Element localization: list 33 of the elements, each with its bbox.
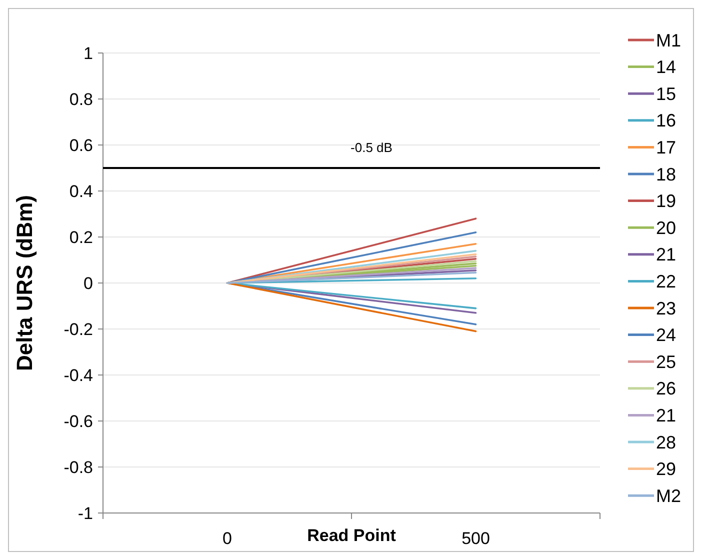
y-tick-label: -0.6 <box>64 412 93 431</box>
legend-label: 21 <box>656 406 676 426</box>
y-tick-label: -0.4 <box>64 366 93 385</box>
legend-label: 24 <box>656 325 676 346</box>
y-axis-title: Delta URS (dBm) <box>12 194 37 372</box>
y-tick-label: 0.4 <box>69 182 93 201</box>
legend-label: 22 <box>656 272 676 292</box>
legend-label: 17 <box>656 138 676 158</box>
y-tick-label: 0.8 <box>69 90 93 109</box>
legend-label: 18 <box>656 164 676 184</box>
legend-label: 14 <box>656 57 676 78</box>
y-tick-label: 0 <box>84 274 93 293</box>
legend-label: M2 <box>656 486 682 506</box>
legend-label: 23 <box>656 298 676 318</box>
legend-label: 15 <box>656 84 676 104</box>
legend-label: 26 <box>656 378 676 399</box>
x-axis-title: Read Point <box>307 526 396 545</box>
y-tick-label: -0.2 <box>64 320 93 339</box>
y-tick-label: -1 <box>78 504 93 523</box>
ref-line-label: -0.5 dB <box>350 140 392 155</box>
y-tick-label: 0.6 <box>69 136 93 155</box>
legend-label: 16 <box>656 110 676 131</box>
legend-label: M1 <box>656 30 682 50</box>
x-tick-label: 500 <box>462 529 490 548</box>
y-tick-label: -0.8 <box>64 458 93 477</box>
legend-label: 29 <box>656 459 676 480</box>
legend-label: 19 <box>656 191 676 212</box>
y-tick-label: 1 <box>84 44 93 63</box>
legend-label: 21 <box>656 244 676 265</box>
legend-label: 28 <box>656 432 676 452</box>
legend-label: 20 <box>656 218 676 238</box>
y-tick-label: 0.2 <box>69 228 93 247</box>
legend-label: 25 <box>656 352 676 372</box>
